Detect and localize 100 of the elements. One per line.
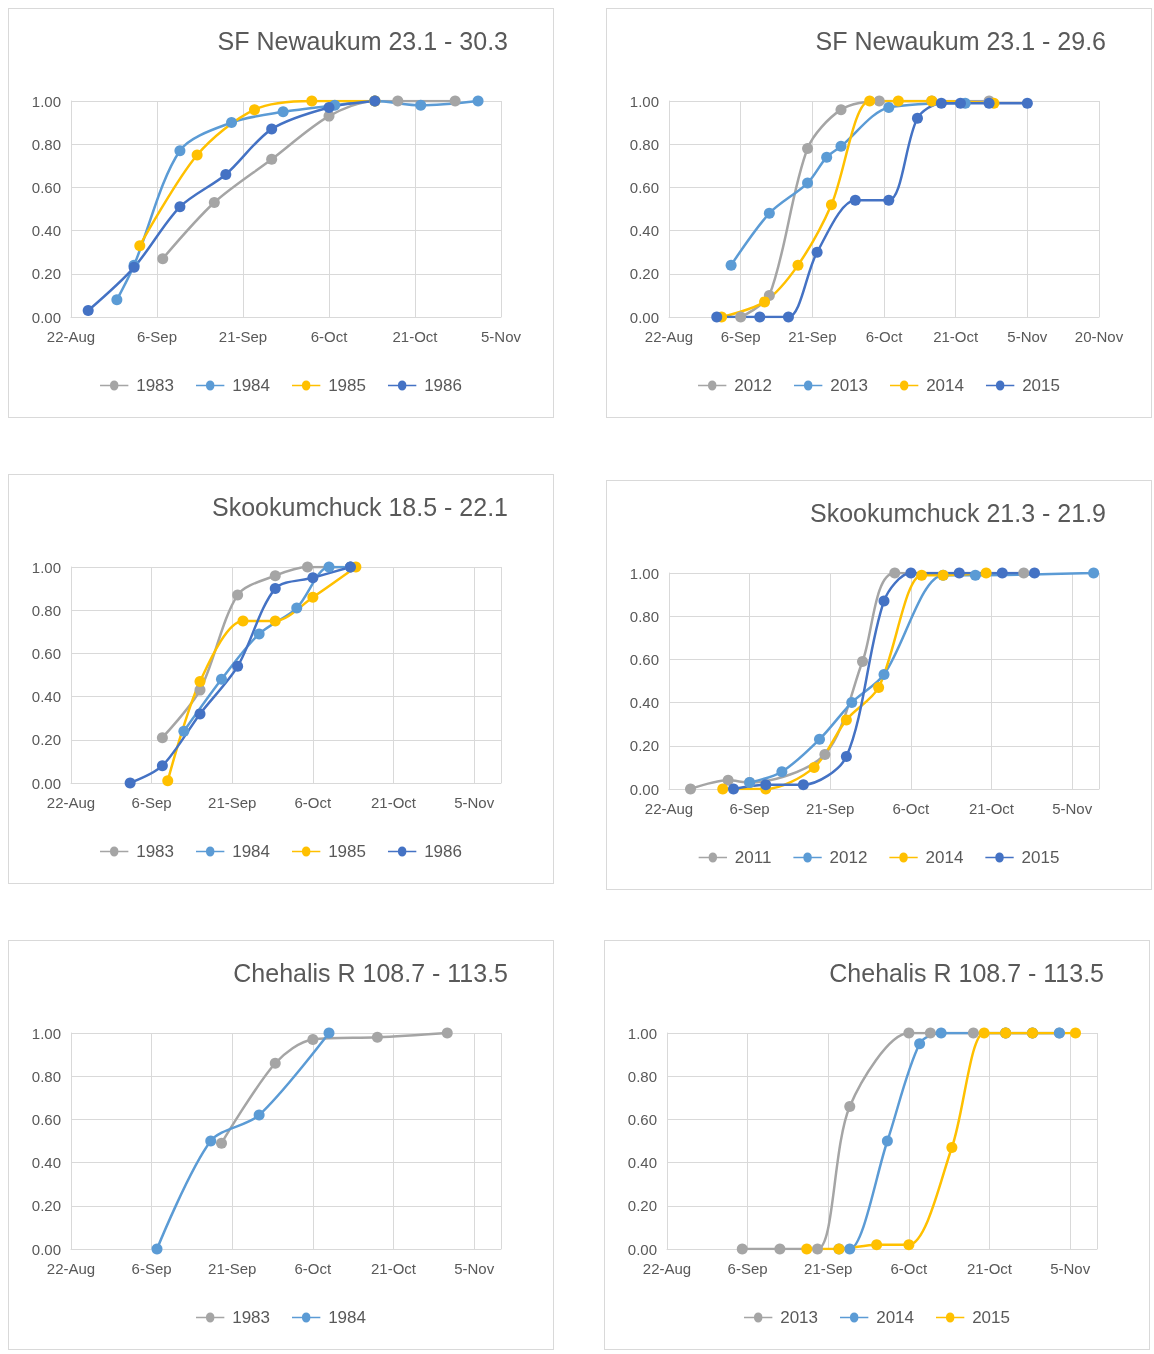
x-tick-label: 21-Sep bbox=[788, 328, 837, 345]
x-tick-label: 5-Nov bbox=[1052, 800, 1093, 817]
x-tick-label: 21-Oct bbox=[933, 328, 980, 345]
y-tick-label: 0.80 bbox=[629, 135, 659, 153]
chart-title: SF Newaukum 23.1 - 30.3 bbox=[217, 26, 508, 55]
x-tick-label: 21-Sep bbox=[806, 800, 855, 817]
chart-title: Chehalis R 108.7 - 113.5 bbox=[829, 958, 1105, 987]
y-tick-label: 0.80 bbox=[31, 135, 61, 153]
x-tick-label: 6-Sep bbox=[136, 328, 178, 345]
y-tick-label: 0.20 bbox=[629, 265, 659, 283]
y-tick-label: 0.60 bbox=[31, 644, 61, 662]
chart-title: Skookumchuck 18.5 - 22.1 bbox=[212, 492, 508, 521]
x-tick-label: 21-Sep bbox=[218, 328, 268, 345]
y-tick-label: 0.60 bbox=[629, 178, 659, 196]
x-tick-label: 21-Oct bbox=[370, 1260, 417, 1277]
legend-label: 1983 bbox=[136, 376, 175, 395]
x-tick-label: 6-Sep bbox=[131, 1260, 172, 1277]
legend-label: 2013 bbox=[830, 376, 869, 395]
x-tick-label: 6-Oct bbox=[892, 800, 931, 817]
y-tick-label: 0.20 bbox=[629, 737, 659, 755]
y-tick-label: 0.00 bbox=[627, 1240, 657, 1258]
legend-label: 1986 bbox=[424, 376, 462, 395]
y-tick-label: 1.00 bbox=[627, 1024, 657, 1042]
x-tick-label: 6-Sep bbox=[720, 328, 761, 345]
x-tick-label: 5-Nov bbox=[1007, 328, 1048, 345]
y-tick-label: 0.00 bbox=[31, 774, 61, 792]
chart-title: Skookumchuck 21.3 - 21.9 bbox=[810, 498, 1106, 527]
chart-title: SF Newaukum 23.1 - 29.6 bbox=[815, 26, 1106, 55]
x-tick-label: 6-Oct bbox=[294, 1260, 333, 1277]
y-tick-label: 0.60 bbox=[627, 1110, 657, 1128]
legend-label: 1985 bbox=[328, 376, 366, 395]
x-tick-label: 22-Aug bbox=[644, 800, 694, 817]
x-tick-label: 6-Oct bbox=[310, 328, 349, 345]
x-tick-label: 21-Oct bbox=[392, 328, 439, 345]
legend-label: 1984 bbox=[232, 376, 271, 395]
x-tick-label: 5-Nov bbox=[454, 1260, 495, 1277]
y-tick-label: 0.40 bbox=[629, 222, 659, 240]
legend-label: 1986 bbox=[424, 842, 462, 861]
x-tick-label: 21-Oct bbox=[370, 794, 417, 811]
y-tick-label: 1.00 bbox=[31, 1024, 61, 1042]
y-tick-label: 0.00 bbox=[629, 308, 659, 326]
y-tick-label: 0.80 bbox=[627, 1067, 657, 1085]
x-tick-label: 6-Oct bbox=[890, 1260, 929, 1277]
x-tick-label: 21-Oct bbox=[968, 800, 1015, 817]
x-tick-label: 20-Nov bbox=[1074, 328, 1124, 345]
legend-label: 1985 bbox=[328, 842, 366, 861]
y-tick-label: 0.20 bbox=[31, 1197, 61, 1215]
x-tick-label: 6-Sep bbox=[131, 794, 172, 811]
legend-label: 1984 bbox=[328, 1308, 366, 1327]
legend-label: 2014 bbox=[925, 848, 964, 867]
y-tick-label: 0.40 bbox=[627, 1154, 657, 1172]
legend-label: 2014 bbox=[926, 376, 964, 395]
legend-label: 1983 bbox=[136, 842, 175, 861]
x-tick-label: 6-Sep bbox=[727, 1260, 768, 1277]
y-tick-label: 0.80 bbox=[31, 1067, 61, 1085]
y-tick-label: 0.00 bbox=[31, 308, 61, 326]
x-tick-label: 22-Aug bbox=[644, 328, 694, 345]
legend-label: 1984 bbox=[232, 842, 271, 861]
chart-title: Chehalis R 108.7 - 113.5 bbox=[233, 958, 509, 987]
y-tick-label: 0.40 bbox=[31, 688, 61, 706]
x-tick-label: 21-Sep bbox=[208, 1260, 257, 1277]
y-tick-label: 1.00 bbox=[31, 92, 61, 110]
x-tick-label: 6-Oct bbox=[865, 328, 904, 345]
y-tick-label: 0.00 bbox=[31, 1240, 61, 1258]
x-tick-label: 22-Aug bbox=[642, 1260, 692, 1277]
legend-label: 2015 bbox=[972, 1308, 1010, 1327]
y-tick-label: 0.40 bbox=[31, 1154, 61, 1172]
y-tick-label: 1.00 bbox=[31, 558, 61, 576]
y-tick-label: 0.80 bbox=[629, 607, 659, 625]
x-tick-label: 21-Sep bbox=[804, 1260, 853, 1277]
y-tick-label: 0.60 bbox=[31, 178, 61, 196]
x-tick-label: 21-Sep bbox=[208, 794, 257, 811]
y-tick-label: 0.80 bbox=[31, 601, 61, 619]
y-tick-label: 0.20 bbox=[31, 265, 61, 283]
legend-label: 1983 bbox=[232, 1308, 271, 1327]
x-tick-label: 22-Aug bbox=[46, 1260, 96, 1277]
x-tick-label: 21-Oct bbox=[966, 1260, 1013, 1277]
legend-label: 2012 bbox=[829, 848, 868, 867]
legend-label: 2015 bbox=[1022, 376, 1060, 395]
y-tick-label: 0.60 bbox=[629, 650, 659, 668]
y-tick-label: 1.00 bbox=[629, 564, 659, 582]
legend-label: 2011 bbox=[734, 848, 772, 867]
x-tick-label: 5-Nov bbox=[454, 794, 495, 811]
x-tick-label: 5-Nov bbox=[480, 328, 522, 345]
y-tick-label: 0.20 bbox=[627, 1197, 657, 1215]
x-tick-label: 22-Aug bbox=[46, 794, 96, 811]
y-tick-label: 0.40 bbox=[31, 222, 61, 240]
legend-label: 2012 bbox=[734, 376, 773, 395]
x-tick-label: 22-Aug bbox=[46, 328, 96, 345]
x-tick-label: 6-Sep bbox=[729, 800, 770, 817]
x-tick-label: 5-Nov bbox=[1050, 1260, 1091, 1277]
legend-label: 2013 bbox=[780, 1308, 819, 1327]
x-tick-label: 6-Oct bbox=[294, 794, 333, 811]
y-tick-label: 0.00 bbox=[629, 780, 659, 798]
y-tick-label: 0.40 bbox=[629, 694, 659, 712]
y-tick-label: 1.00 bbox=[629, 92, 659, 110]
y-tick-label: 0.20 bbox=[31, 731, 61, 749]
y-tick-label: 0.60 bbox=[31, 1110, 61, 1128]
legend-label: 2015 bbox=[1021, 848, 1060, 867]
legend-label: 2014 bbox=[876, 1308, 914, 1327]
